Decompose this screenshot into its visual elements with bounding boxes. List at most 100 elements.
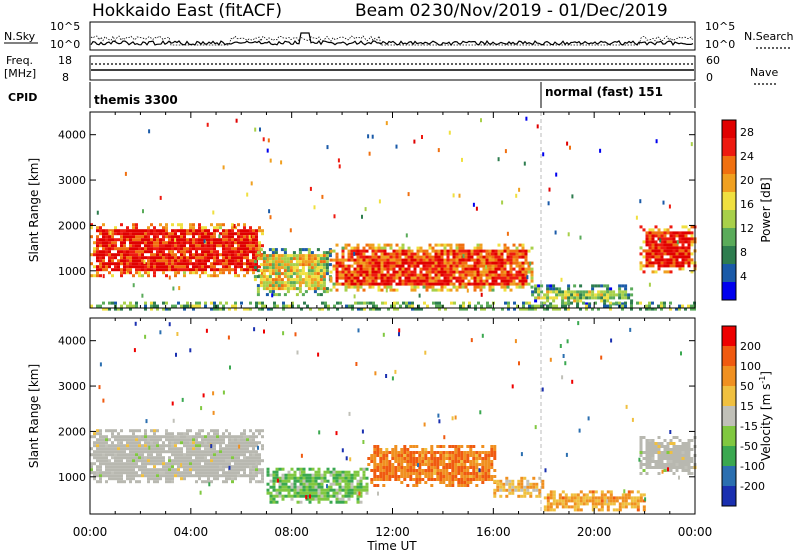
heatmap-cell xyxy=(512,252,516,256)
heatmap-cell xyxy=(345,456,348,461)
heatmap-cell xyxy=(407,279,411,283)
heatmap-cell xyxy=(280,260,284,264)
heatmap-cell xyxy=(213,229,216,233)
heatmap-cell xyxy=(255,241,258,245)
heatmap-cell xyxy=(240,265,243,269)
heatmap-cell xyxy=(507,304,510,308)
heatmap-cell xyxy=(678,445,682,448)
heatmap-cell xyxy=(320,485,324,489)
heatmap-cell xyxy=(380,279,384,283)
heatmap-cell xyxy=(144,271,147,275)
heatmap-cell xyxy=(675,448,679,451)
heatmap-cell xyxy=(255,253,258,257)
heatmap-cell xyxy=(328,263,332,267)
heatmap-cell xyxy=(526,485,530,489)
heatmap-cell xyxy=(198,247,201,251)
heatmap-cell xyxy=(421,135,423,139)
heatmap-cell xyxy=(323,476,327,480)
heatmap-cell xyxy=(216,435,219,439)
heatmap-cell xyxy=(198,226,201,230)
heatmap-cell xyxy=(338,479,342,483)
heatmap-cell xyxy=(243,256,246,260)
heatmap-cell xyxy=(281,479,285,483)
heatmap-cell xyxy=(437,264,441,268)
heatmap-cell xyxy=(213,253,216,257)
heatmap-cell xyxy=(527,261,531,265)
heatmap-cell xyxy=(437,243,441,247)
heatmap-cell xyxy=(654,451,658,454)
heatmap-cell xyxy=(669,454,673,457)
heatmap-cell xyxy=(219,468,222,472)
heatmap-cell xyxy=(555,293,559,297)
heatmap-cell xyxy=(506,285,510,289)
heatmap-cell xyxy=(546,293,550,297)
heatmap-cell xyxy=(132,465,135,469)
heatmap-cell xyxy=(156,250,159,254)
heatmap-cell xyxy=(491,258,495,262)
heatmap-cell xyxy=(258,253,261,257)
heatmap-cell xyxy=(141,259,144,263)
y-tick-label: 4000 xyxy=(58,129,86,142)
heatmap-cell xyxy=(308,473,312,477)
heatmap-cell xyxy=(326,467,330,471)
heatmap-cell xyxy=(237,232,240,236)
heatmap-cell xyxy=(431,288,435,292)
heatmap-cell xyxy=(466,445,470,448)
heatmap-cell xyxy=(416,261,420,265)
heatmap-cell xyxy=(421,448,425,451)
heatmap-cell xyxy=(229,365,231,370)
heatmap-cell xyxy=(261,244,264,248)
heatmap-cell xyxy=(120,471,123,475)
heatmap-cell xyxy=(663,454,667,457)
heatmap-cell xyxy=(174,274,177,278)
heatmap-cell xyxy=(274,257,278,261)
heatmap-cell xyxy=(153,471,156,475)
heatmap-cell xyxy=(225,477,228,481)
heatmap-cell xyxy=(216,268,219,272)
heatmap-cell xyxy=(663,463,667,466)
heatmap-cell xyxy=(108,241,111,245)
heatmap-cell xyxy=(579,296,583,300)
heatmap-cell xyxy=(484,463,488,466)
heatmap-cell xyxy=(520,485,524,489)
heatmap-cell xyxy=(440,288,444,292)
heatmap-cell xyxy=(93,250,96,254)
heatmap-cell xyxy=(405,301,408,305)
heatmap-cell xyxy=(266,257,269,262)
heatmap-cell xyxy=(375,304,378,308)
heatmap-cell xyxy=(335,431,338,436)
heatmap-cell xyxy=(228,265,231,269)
heatmap-cell xyxy=(192,241,195,245)
heatmap-cell xyxy=(253,266,257,270)
heatmap-cell xyxy=(518,267,522,271)
heatmap-cell xyxy=(317,473,321,477)
heatmap-cell xyxy=(99,232,102,236)
heatmap-cell xyxy=(174,268,177,272)
heatmap-cell xyxy=(678,457,682,460)
heatmap-cell xyxy=(403,445,407,448)
heatmap-cell xyxy=(277,293,281,297)
heatmap-cell xyxy=(367,463,371,466)
heatmap-cell xyxy=(454,469,458,472)
heatmap-cell xyxy=(135,444,138,448)
heatmap-cell xyxy=(168,468,171,472)
heatmap-cell xyxy=(198,435,201,439)
heatmap-cell xyxy=(344,476,348,480)
heatmap-cell xyxy=(174,253,177,257)
y-tick-label: 3000 xyxy=(58,174,86,187)
heatmap-cell xyxy=(410,264,414,268)
heatmap-cell xyxy=(591,284,595,288)
heatmap-cell xyxy=(258,471,261,475)
heatmap-cell xyxy=(497,258,501,262)
heatmap-cell xyxy=(320,491,324,495)
heatmap-cell xyxy=(105,307,108,311)
heatmap-cell xyxy=(314,497,318,501)
heatmap-cell xyxy=(365,485,369,489)
heatmap-cell xyxy=(325,257,329,261)
heatmap-cell xyxy=(621,502,625,506)
heatmap-cell xyxy=(284,485,288,489)
heatmap-cell xyxy=(93,247,96,251)
heatmap-cell xyxy=(288,490,291,495)
heatmap-cell xyxy=(228,432,231,436)
heatmap-cell xyxy=(246,435,249,439)
